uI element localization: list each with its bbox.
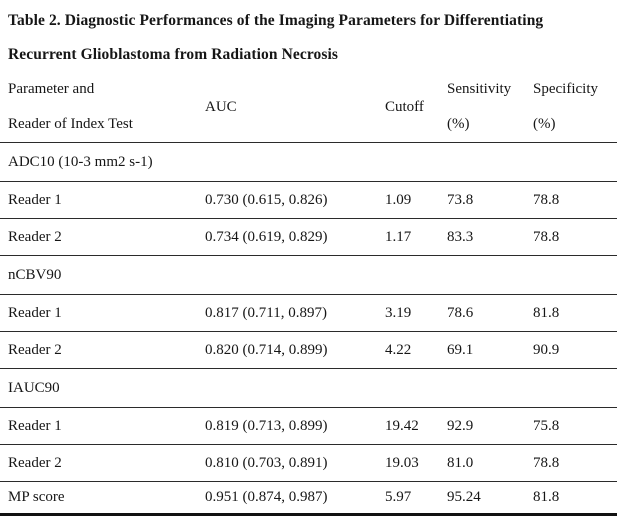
cell-specificity: 78.8: [533, 454, 560, 471]
cell-cutoff: [377, 143, 439, 182]
table-row-mp-score: MP score 0.951 (0.874, 0.987) 5.97 95.24…: [0, 481, 617, 515]
cell-specificity: 90.9: [533, 341, 560, 358]
header-row: Parameter and Reader of Index Test AUC C…: [0, 72, 617, 143]
cell-specificity: 78.8: [533, 228, 560, 245]
header-sensitivity-line1: Sensitivity: [447, 81, 512, 97]
header-specificity: Specificity (%): [525, 72, 617, 143]
header-cutoff: Cutoff: [377, 72, 439, 143]
header-parameter-line1: Parameter and: [8, 81, 95, 97]
cell-cutoff: 3.19: [385, 304, 412, 321]
cell-parameter: Reader 1: [8, 304, 62, 321]
table-row-iauc90-reader1: Reader 1 0.819 (0.713, 0.899) 19.42 92.9…: [0, 407, 617, 445]
cell-cutoff: 5.97: [385, 489, 412, 505]
cell-parameter: ADC10 (10-3 mm2 s-1): [8, 153, 153, 170]
cell-sensitivity: [439, 143, 525, 182]
table-row-section-ncbv90: nCBV90: [0, 255, 617, 295]
header-specificity-line1: Specificity: [533, 81, 598, 97]
cell-sensitivity: 95.24: [447, 489, 481, 505]
table-caption-line1: Table 2. Diagnostic Performances of the …: [8, 12, 544, 29]
table-row-iauc90-reader2: Reader 2 0.810 (0.703, 0.891) 19.03 81.0…: [0, 444, 617, 482]
cell-auc: [197, 143, 377, 182]
cell-sensitivity: 78.6: [447, 304, 474, 321]
cell-sensitivity: 73.8: [447, 191, 474, 208]
cell-sensitivity: 81.0: [447, 454, 474, 471]
cell-parameter: Reader 2: [8, 454, 62, 471]
cell-cutoff: [377, 256, 439, 295]
table-row-adc10-reader2: Reader 2 0.734 (0.619, 0.829) 1.17 83.3 …: [0, 218, 617, 256]
table-row-adc10-reader1: Reader 1 0.730 (0.615, 0.826) 1.09 73.8 …: [0, 181, 617, 219]
cell-parameter: IAUC90: [8, 379, 60, 396]
cell-auc: 0.951 (0.874, 0.987): [205, 489, 328, 505]
cell-parameter: Reader 1: [8, 417, 62, 434]
cell-sensitivity: [439, 256, 525, 295]
cell-cutoff: 1.09: [385, 191, 412, 208]
table-row-section-adc10: ADC10 (10-3 mm2 s-1): [0, 142, 617, 182]
cell-auc: 0.730 (0.615, 0.826): [205, 191, 328, 208]
cell-cutoff: [377, 369, 439, 408]
cell-specificity: 81.8: [533, 304, 560, 321]
cell-auc: 0.817 (0.711, 0.897): [205, 304, 327, 321]
cell-parameter: Reader 2: [8, 341, 62, 358]
cell-specificity: 81.8: [533, 489, 560, 505]
cell-cutoff: 4.22: [385, 341, 412, 358]
cell-specificity: [525, 143, 617, 182]
cell-specificity: [525, 369, 617, 408]
cell-auc: 0.810 (0.703, 0.891): [205, 454, 328, 471]
cell-specificity: 75.8: [533, 417, 560, 434]
cell-sensitivity: [439, 369, 525, 408]
cell-cutoff: 19.03: [385, 454, 419, 471]
header-parameter-line2: Reader of Index Test: [8, 116, 133, 132]
header-specificity-line2: (%): [533, 116, 556, 132]
cell-specificity: [525, 256, 617, 295]
cell-specificity: 78.8: [533, 191, 560, 208]
cell-auc: 0.820 (0.714, 0.899): [205, 341, 328, 358]
table-row-section-iauc90: IAUC90: [0, 368, 617, 408]
cell-sensitivity: 83.3: [447, 228, 474, 245]
cell-parameter: nCBV90: [8, 266, 62, 283]
cell-auc: [197, 369, 377, 408]
cell-auc: 0.734 (0.619, 0.829): [205, 228, 328, 245]
table-row-ncbv90-reader2: Reader 2 0.820 (0.714, 0.899) 4.22 69.1 …: [0, 331, 617, 369]
table-caption: Table 2. Diagnostic Performances of the …: [0, 4, 617, 72]
cell-cutoff: 1.17: [385, 228, 412, 245]
header-parameter: Parameter and Reader of Index Test: [0, 72, 197, 143]
table-row-ncbv90-reader1: Reader 1 0.817 (0.711, 0.897) 3.19 78.6 …: [0, 294, 617, 332]
header-sensitivity: Sensitivity (%): [439, 72, 525, 143]
cell-parameter: Reader 1: [8, 191, 62, 208]
cell-sensitivity: 92.9: [447, 417, 474, 434]
header-auc-label: AUC: [205, 98, 237, 115]
cell-parameter: Reader 2: [8, 228, 62, 245]
cell-sensitivity: 69.1: [447, 341, 474, 358]
cell-cutoff: 19.42: [385, 417, 419, 434]
cell-auc: [197, 256, 377, 295]
table-caption-line2: Recurrent Glioblastoma from Radiation Ne…: [8, 46, 339, 63]
header-sensitivity-line2: (%): [447, 116, 470, 132]
header-auc: AUC: [197, 72, 377, 143]
cell-auc: 0.819 (0.713, 0.899): [205, 417, 328, 434]
header-cutoff-label: Cutoff: [385, 98, 424, 115]
cell-parameter: MP score: [8, 489, 65, 505]
diagnostic-performance-table: Parameter and Reader of Index Test AUC C…: [0, 72, 617, 516]
